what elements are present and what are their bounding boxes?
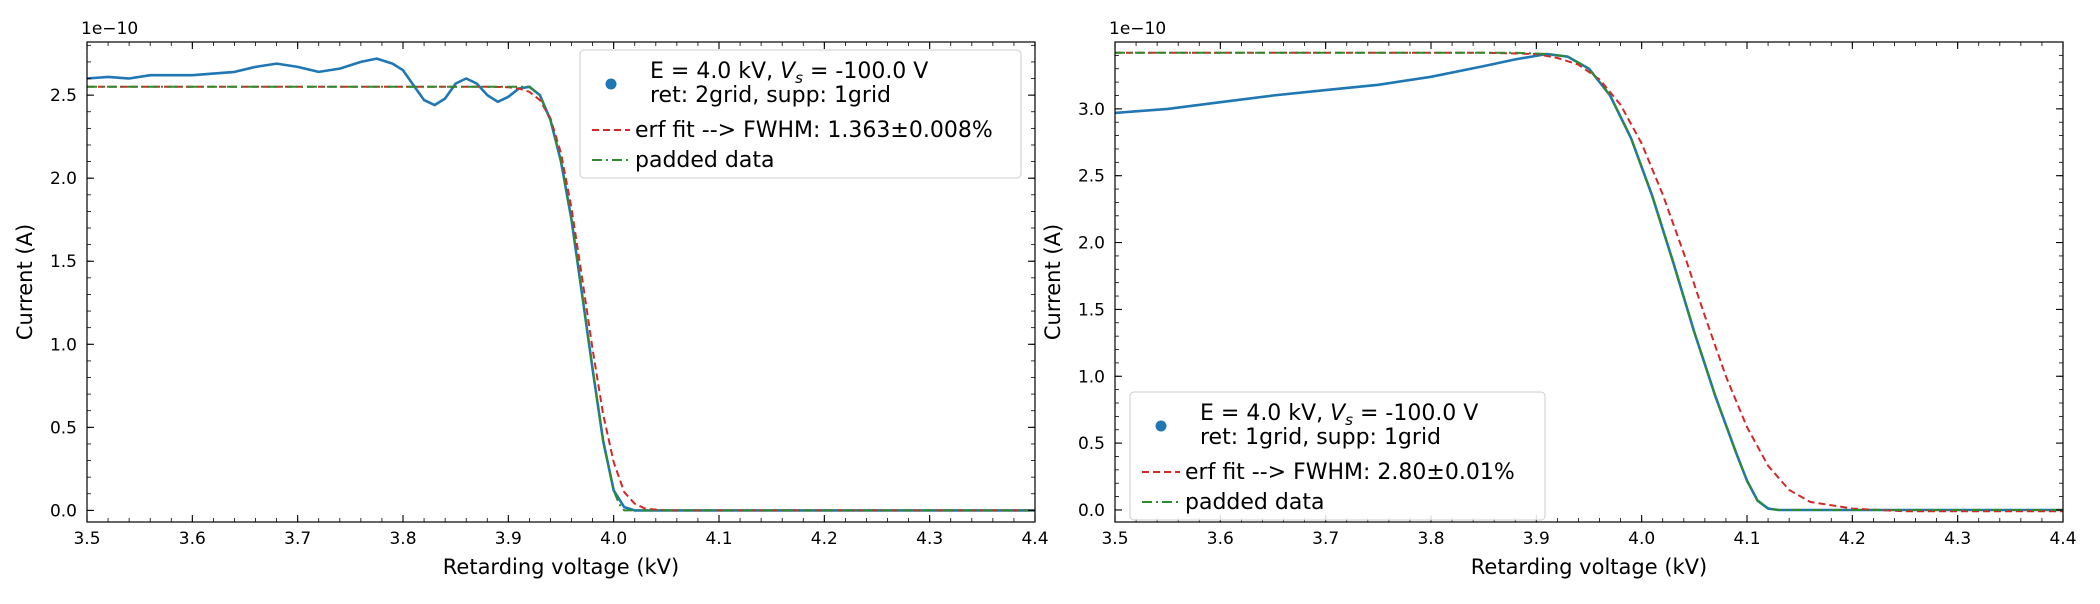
- x-tick-label: 3.8: [389, 529, 416, 549]
- y-tick-label: 2.5: [1078, 167, 1105, 187]
- x-tick-label: 3.9: [1523, 529, 1550, 549]
- legend-label-padded: padded data: [635, 148, 774, 173]
- x-tick-label: 4.2: [811, 529, 838, 549]
- y-tick-label: 2.0: [1078, 234, 1105, 254]
- x-tick-label: 4.4: [1021, 529, 1048, 549]
- y-tick-label: 0.0: [1078, 501, 1105, 521]
- y-tick-label: 3.0: [1078, 100, 1105, 120]
- y-tick-label: 0.5: [50, 418, 77, 438]
- legend-label-padded: padded data: [1185, 490, 1324, 515]
- x-tick-label: 3.8: [1417, 529, 1444, 549]
- x-tick-label: 4.3: [916, 529, 943, 549]
- x-tick-label: 4.4: [2049, 529, 2076, 549]
- plot-frame: [1114, 41, 2064, 523]
- legend-text-part: E = 4.0 kV,: [1200, 401, 1330, 426]
- x-axis-label: Retarding voltage (kV): [1471, 555, 1707, 579]
- x-axis-label: Retarding voltage (kV): [443, 555, 679, 579]
- y-tick-label: 1.5: [1078, 300, 1105, 320]
- legend-text-part: = -100.0 V: [803, 59, 928, 84]
- plot-frame: [86, 41, 1036, 523]
- chart-panel-1: 3.5 3.6 3.7 3.8 3.9 4.0 4.1 4.2 4.3 4.4 0.0 0.5 1.0 1…: [13, 19, 1049, 579]
- x-tick-label: 4.3: [1944, 529, 1971, 549]
- legend-label-data-line2: ret: 1grid, supp: 1grid: [1200, 425, 1441, 450]
- chart-panel-2: 3.5 3.6 3.7 3.8 3.9 4.0 4.1 4.2 4.3 4.4 0.0 0.5 1.0 1…: [1041, 19, 2077, 579]
- x-tick-label: 3.7: [284, 529, 311, 549]
- series-line-padded-data: [87, 85, 1035, 512]
- legend-text-var: V: [780, 59, 797, 84]
- x-tick-label: 3.5: [73, 529, 100, 549]
- legend-box: [579, 49, 1022, 179]
- legend-text-part: = -100.0 V: [1353, 401, 1478, 426]
- legend-text-var: V: [1330, 401, 1347, 426]
- legend-text-sub: s: [795, 69, 803, 87]
- legend-box: [1129, 391, 1546, 521]
- series-group: [87, 57, 1035, 512]
- x-tick-label: 3.6: [1207, 529, 1234, 549]
- x-tick-label: 3.6: [179, 529, 206, 549]
- axis-offset-label: 1e−10: [1109, 19, 1166, 39]
- y-tick-label: 1.0: [50, 335, 77, 355]
- series-line-data: [87, 57, 1035, 512]
- y-tick-label: 1.5: [50, 252, 77, 272]
- y-axis-label: Current (A): [13, 224, 37, 340]
- y-tick-label: 2.5: [50, 86, 77, 106]
- x-tick-label: 4.1: [705, 529, 732, 549]
- series-line-erf-fit: [1115, 51, 2063, 513]
- y-tick-label: 1.0: [1078, 367, 1105, 387]
- axis-offset-label: 1e−10: [81, 19, 138, 39]
- legend-marker-data: [605, 78, 617, 90]
- legend-label-fit: erf fit --> FWHM: 2.80±0.01%: [1185, 460, 1515, 485]
- y-axis-label: Current (A): [1041, 224, 1065, 340]
- legend-text-sub: s: [1345, 411, 1353, 429]
- series-group: [1115, 51, 2063, 513]
- x-tick-label: 3.7: [1312, 529, 1339, 549]
- y-tick-label: 2.0: [50, 169, 77, 189]
- series-line-padded-data: [1115, 51, 2063, 511]
- x-tick-label: 4.0: [600, 529, 627, 549]
- x-tick-label: 4.0: [1628, 529, 1655, 549]
- legend-marker-data: [1155, 420, 1167, 432]
- y-tick-label: 0.5: [1078, 434, 1105, 454]
- x-tick-label: 3.5: [1101, 529, 1128, 549]
- series-line-erf-fit: [87, 85, 1035, 512]
- legend-label-data-line1: E = 4.0 kV, Vs = -100.0 V: [1200, 401, 1478, 429]
- legend-label-data-line1: E = 4.0 kV, Vs = -100.0 V: [650, 59, 928, 87]
- y-tick-label: 0.0: [50, 501, 77, 521]
- x-tick-label: 4.2: [1839, 529, 1866, 549]
- legend-text-part: E = 4.0 kV,: [650, 59, 780, 84]
- x-tick-label: 4.1: [1733, 529, 1760, 549]
- legend-label-data-line2: ret: 2grid, supp: 1grid: [650, 83, 891, 108]
- legend-label-fit: erf fit --> FWHM: 1.363±0.008%: [635, 118, 993, 143]
- x-tick-label: 3.9: [495, 529, 522, 549]
